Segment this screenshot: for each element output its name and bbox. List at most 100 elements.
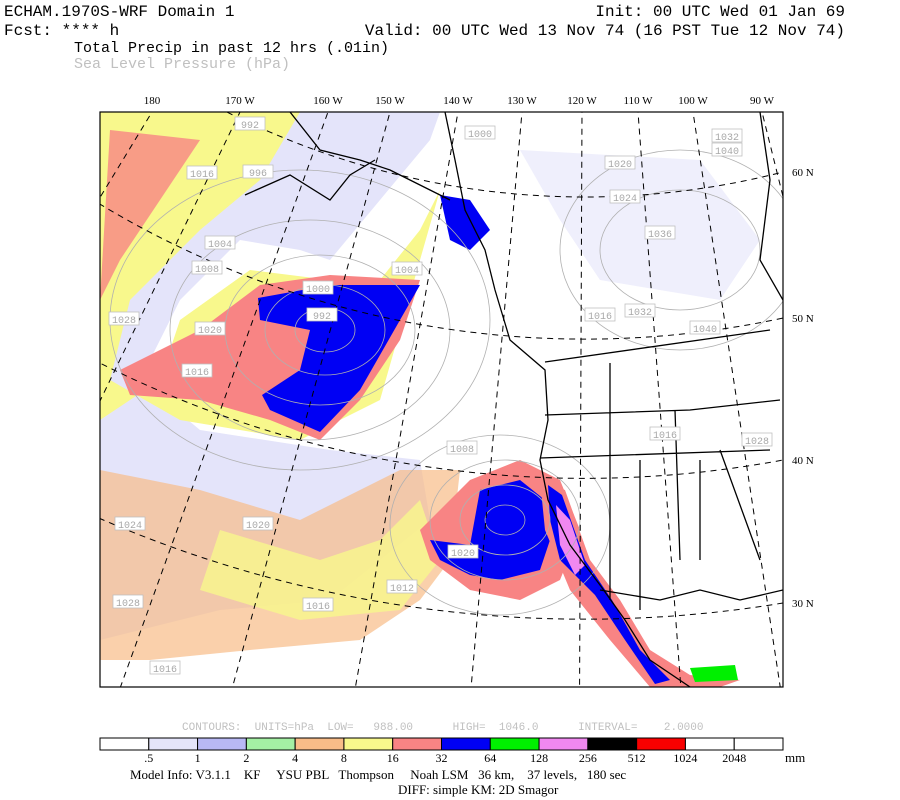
precip-blue	[258, 285, 420, 432]
contour-label: 1020	[608, 160, 632, 171]
contour-label-box	[302, 597, 334, 612]
contour-label-box	[242, 164, 274, 179]
contour-label-box	[447, 544, 479, 559]
contour-label-box	[711, 142, 743, 157]
colorbar-label: 1024	[673, 751, 697, 765]
colorbar-label: 256	[579, 751, 597, 765]
parallel	[100, 203, 783, 340]
colorbar: .5 1 2 4 8 16 32 64 128 256 512 1024 2048	[99, 737, 784, 765]
field-precip: Total Precip in past 12 hrs (.01in)	[74, 40, 389, 57]
colorbar-box	[148, 737, 199, 751]
colorbar-box	[587, 737, 638, 751]
contour-label: 1032	[715, 133, 739, 144]
contour-label: 1016	[185, 368, 209, 379]
longitude-label: 170 W	[225, 95, 255, 107]
longitude-label: 100 W	[678, 95, 708, 107]
contour-label: 996	[249, 169, 267, 180]
meridian	[354, 112, 459, 687]
contour-label-box	[741, 432, 773, 447]
colorbar-box	[441, 737, 491, 751]
colorbar-label: 16	[387, 751, 399, 765]
model-info: Model Info: V3.1.1 KF YSU PBL Thompson N…	[130, 767, 626, 782]
precip-green	[690, 665, 738, 682]
contour-label-box	[149, 660, 181, 675]
contour-label-box	[689, 320, 721, 335]
contour-label: 1028	[112, 316, 136, 327]
precip-coast-blue	[548, 485, 670, 684]
contour-label: 1004	[208, 240, 232, 251]
contour-label: 1008	[450, 445, 474, 456]
longitude-label: 130 W	[507, 95, 537, 107]
latitude-label: 50 N	[792, 313, 814, 325]
map-frame	[99, 111, 784, 688]
contour-label-box	[644, 225, 676, 240]
init-time: Init: 00 UTC Wed 01 Jan 69	[595, 3, 845, 21]
colorbar-label: .5	[144, 751, 153, 765]
meridian	[761, 112, 783, 199]
contour-label-box	[302, 280, 334, 295]
contour-label-box	[108, 311, 140, 326]
colorbar-label: 128	[530, 751, 548, 765]
colorbar-box	[245, 737, 296, 751]
colorbar-box	[392, 737, 443, 751]
longitude-label: 90 W	[750, 95, 775, 107]
contour-label-box	[234, 116, 266, 131]
colorbar-label: 2	[243, 751, 249, 765]
longitude-label: 150 W	[375, 95, 405, 107]
colorbar-box	[343, 737, 394, 751]
contour-label-box	[204, 235, 236, 250]
latitude-label: 40 N	[792, 455, 814, 467]
contour-label: 1020	[198, 326, 222, 337]
forecast-hour: Fcst: **** h	[4, 22, 119, 40]
colorbar-label: 8	[341, 751, 347, 765]
contour-label: 1000	[306, 285, 330, 296]
contour-label-box	[464, 125, 496, 140]
longitude-label: 140 W	[443, 95, 473, 107]
contour-label-box	[604, 155, 636, 170]
contour-label: 1032	[628, 308, 652, 319]
colorbar-box	[684, 737, 735, 751]
meridian	[692, 112, 781, 687]
field-slp: Sea Level Pressure (hPa)	[74, 56, 290, 73]
contour-label: 1036	[648, 230, 672, 241]
contour-label: 1040	[715, 147, 739, 158]
colorbar-box	[197, 737, 247, 751]
contour-label: 1016	[190, 170, 214, 181]
contour-label-box	[194, 321, 226, 336]
contour-label-box	[112, 594, 144, 609]
colorbar-label: 512	[628, 751, 646, 765]
contour-label-box	[306, 307, 338, 322]
precip-light	[520, 150, 760, 300]
longitude-label: 180	[144, 95, 161, 107]
contour-label-box	[649, 426, 681, 441]
contour-label-box	[584, 307, 616, 322]
contour-label-box	[191, 260, 223, 275]
contour-label: 1020	[246, 521, 270, 532]
colorbar-label: 32	[436, 751, 448, 765]
contour-label-box	[391, 261, 423, 276]
contour-label: 992	[313, 312, 331, 323]
valid-time: Valid: 00 UTC Wed 13 Nov 74 (16 PST Tue …	[365, 22, 845, 40]
contour-label: 1016	[588, 312, 612, 323]
map-area	[100, 112, 783, 687]
contour-label-box	[114, 516, 146, 531]
contour-label: 1016	[306, 602, 330, 613]
contour-label: 1020	[451, 549, 475, 560]
meridian	[232, 112, 391, 687]
contour-label: 1024	[118, 521, 142, 532]
parallel	[100, 517, 783, 620]
contour-label: 1016	[653, 431, 677, 442]
colorbar-box	[294, 737, 345, 751]
contour-label: 1016	[153, 665, 177, 676]
longitude-label: 160 W	[313, 95, 343, 107]
model-title: ECHAM.1970S-WRF Domain 1	[4, 3, 234, 21]
contour-label: 1028	[116, 599, 140, 610]
contour-label-box	[609, 189, 641, 204]
precip-yellow	[200, 500, 440, 620]
contours-info: CONTOURS: UNITS=hPa LOW= 988.00 HIGH= 10…	[182, 722, 704, 734]
colorbar-label: 64	[484, 751, 496, 765]
meridian	[119, 112, 329, 687]
colorbar-box	[99, 737, 150, 751]
contour-label-box	[624, 303, 656, 318]
